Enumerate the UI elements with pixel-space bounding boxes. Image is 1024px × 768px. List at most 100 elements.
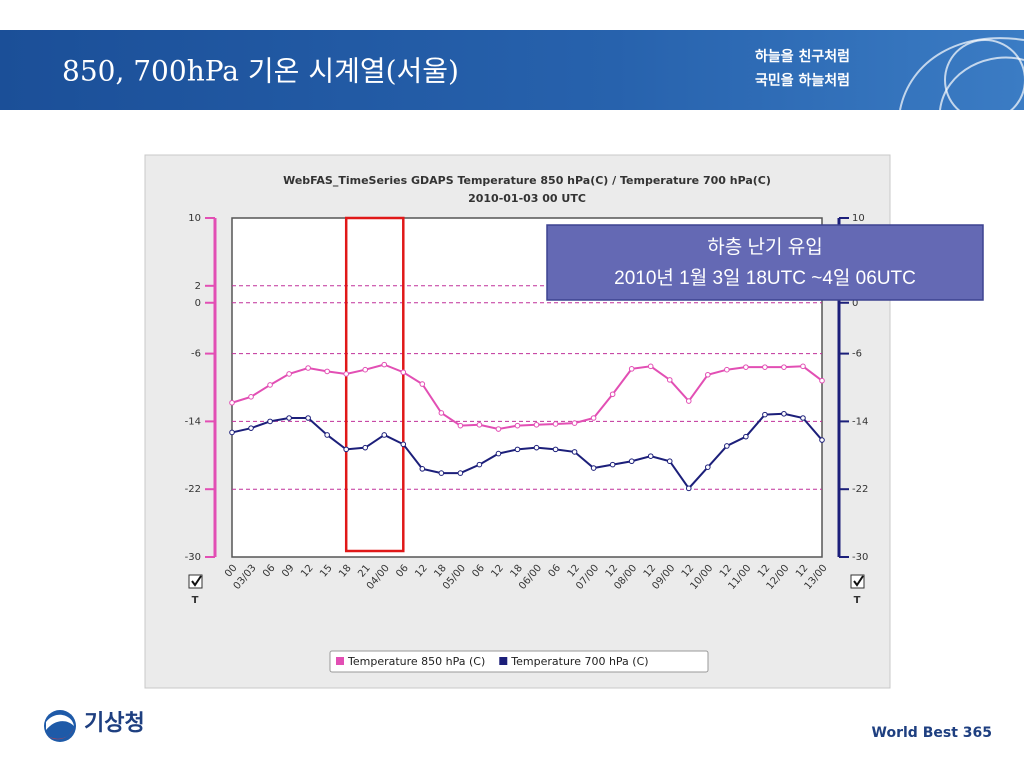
data-point (476, 461, 483, 468)
y2-tick-label: 0 (852, 298, 858, 309)
data-point (381, 432, 388, 438)
y-tick-label: 2 (195, 281, 201, 292)
data-point (800, 363, 806, 370)
y2-tick-label: -30 (852, 552, 868, 563)
data-point (514, 422, 521, 429)
y2-tick-label: -6 (852, 349, 862, 360)
data-point (362, 444, 369, 451)
data-point (286, 415, 292, 421)
y-tick-label: -22 (185, 484, 201, 495)
data-point (647, 453, 654, 459)
data-point (343, 371, 349, 377)
data-point (476, 421, 483, 428)
toggle-label: T (854, 595, 861, 606)
data-point (457, 470, 464, 476)
data-point (666, 377, 673, 383)
series-line (231, 412, 823, 490)
y2-tick-label: -14 (852, 416, 868, 427)
y-tick-label: -14 (185, 416, 201, 427)
data-point (819, 377, 825, 384)
footer-logo (44, 710, 76, 742)
data-point (457, 422, 464, 429)
data-point (495, 426, 502, 432)
data-point (533, 421, 540, 428)
data-point (724, 443, 730, 449)
data-point (590, 415, 597, 421)
data-point (324, 368, 330, 375)
data-point (400, 369, 407, 376)
data-point (305, 365, 311, 371)
data-point (571, 449, 578, 455)
data-point (229, 429, 235, 436)
data-point (819, 437, 825, 443)
data-point (781, 410, 787, 417)
data-point (419, 381, 426, 387)
data-point (628, 458, 635, 465)
chart-title: WebFAS_TimeSeries GDAPS Temperature 850 … (283, 174, 771, 187)
data-point (267, 382, 273, 388)
data-point (590, 465, 597, 471)
data-point (305, 415, 311, 421)
legend-swatch (499, 657, 508, 665)
header-band (0, 30, 1024, 110)
toggle-check (191, 575, 202, 587)
legend (329, 650, 709, 673)
data-point (438, 470, 445, 476)
data-point (609, 461, 616, 468)
tagline: World Best 365 (872, 725, 992, 741)
data-point (666, 458, 673, 465)
data-point (248, 394, 254, 400)
y2-tick-label: 10 (852, 213, 865, 224)
y-tick-label: 10 (188, 213, 201, 224)
y-tick-label: -30 (185, 552, 201, 563)
annotation-text: 2010년 1월 3일 18UTC ~4일 06UTC (614, 267, 916, 289)
data-point (438, 410, 445, 416)
data-point (495, 450, 502, 457)
data-point (609, 391, 616, 398)
data-point (743, 364, 749, 370)
data-point (705, 371, 711, 378)
data-point (724, 366, 730, 373)
data-point (628, 366, 635, 372)
data-point (800, 415, 806, 421)
annotation-box (546, 224, 984, 301)
data-point (571, 420, 578, 426)
highlight-box (344, 216, 405, 553)
legend-swatch (336, 657, 344, 665)
slogan: 하늘을 친구처럼 (755, 48, 850, 65)
logo-text: 기상청 (84, 711, 145, 736)
data-point (248, 425, 254, 431)
data-point (229, 399, 235, 406)
data-point (647, 363, 654, 370)
data-point (381, 361, 388, 368)
toggle-check (853, 575, 864, 587)
y-tick-label: 0 (195, 298, 201, 309)
toggle-label: T (192, 595, 199, 606)
y-tick-label: -6 (191, 349, 201, 360)
data-point (552, 446, 559, 453)
data-point (552, 421, 559, 427)
page-title: 850, 700hPa 기온 시계열(서울) (62, 55, 459, 88)
data-point (267, 418, 273, 425)
slogan: 국민을 하늘처럼 (755, 72, 850, 89)
legend-label: Temperature 850 hPa (C) (347, 655, 485, 668)
legend-label: Temperature 700 hPa (C) (510, 655, 648, 668)
data-point (685, 398, 692, 404)
data-point (514, 446, 521, 453)
series-line (231, 363, 823, 431)
data-point (781, 364, 787, 370)
data-point (533, 444, 540, 451)
data-point (324, 432, 330, 438)
data-point (762, 411, 768, 418)
header-decoration (899, 37, 1024, 121)
data-point (343, 446, 349, 453)
chart-subtitle: 2010-01-03 00 UTC (468, 192, 586, 205)
y2-tick-label: -22 (852, 484, 868, 495)
data-point (419, 466, 426, 472)
data-point (362, 366, 369, 373)
data-point (762, 364, 768, 370)
annotation-text: 하층 난기 유입 (707, 236, 822, 258)
data-point (400, 441, 407, 448)
